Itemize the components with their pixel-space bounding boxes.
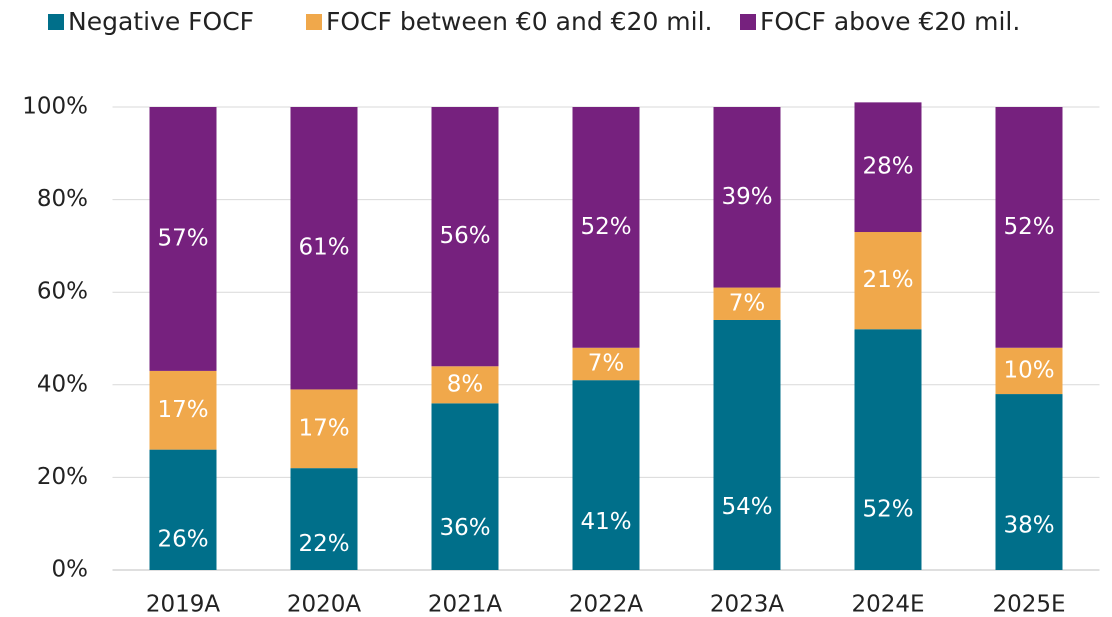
bar-segment xyxy=(854,102,922,233)
data-label: 7% xyxy=(588,350,625,376)
data-label: 7% xyxy=(729,290,766,316)
x-tick-label: 2020A xyxy=(287,592,362,617)
bar-segment xyxy=(572,107,640,348)
x-tick-label: 2019A xyxy=(146,592,221,617)
bar-segment xyxy=(995,107,1063,348)
data-label: 10% xyxy=(1003,357,1054,383)
bar-segment xyxy=(431,107,499,367)
bar-segment xyxy=(572,380,640,570)
data-label: 41% xyxy=(580,509,631,535)
bar-segment xyxy=(572,347,640,381)
y-tick-label: 20% xyxy=(37,464,88,490)
bar-segment xyxy=(149,107,217,371)
data-label: 21% xyxy=(862,267,913,293)
bar-segment xyxy=(149,449,217,570)
data-label: 38% xyxy=(1003,513,1054,539)
bar-segment xyxy=(431,403,499,570)
data-label: 56% xyxy=(439,223,490,249)
y-tick-label: 80% xyxy=(37,186,88,212)
bar-segment xyxy=(995,394,1063,570)
legend-swatch xyxy=(48,14,64,30)
data-label: 54% xyxy=(721,494,772,520)
bar-segment xyxy=(149,370,217,450)
bar-segment xyxy=(713,319,781,570)
bar-segment xyxy=(290,389,358,469)
data-label: 39% xyxy=(721,184,772,210)
y-tick-label: 100% xyxy=(22,94,88,120)
data-label: 52% xyxy=(862,496,913,522)
bar-segment xyxy=(713,107,781,288)
legend-label: FOCF above €20 mil. xyxy=(760,7,1020,36)
bar-segment xyxy=(995,347,1063,395)
data-label: 22% xyxy=(298,531,349,557)
bar-segment xyxy=(431,366,499,404)
x-tick-label: 2024E xyxy=(851,592,924,617)
y-tick-label: 40% xyxy=(37,371,88,397)
bar-segment xyxy=(290,107,358,390)
data-label: 17% xyxy=(157,397,208,423)
legend-swatch xyxy=(740,14,756,30)
data-label: 57% xyxy=(157,225,208,251)
data-label: 28% xyxy=(862,154,913,180)
x-tick-label: 2025E xyxy=(992,592,1065,617)
y-tick-label: 0% xyxy=(52,557,89,583)
bar-segment xyxy=(290,468,358,570)
data-label: 17% xyxy=(298,415,349,441)
legend-label: FOCF between €0 and €20 mil. xyxy=(326,7,713,36)
data-label: 52% xyxy=(580,214,631,240)
x-tick-label: 2023A xyxy=(710,592,785,617)
data-label: 61% xyxy=(298,235,349,261)
x-tick-label: 2021A xyxy=(428,592,503,617)
bar-segment xyxy=(854,329,922,570)
legend-swatch xyxy=(306,14,322,30)
bar-segment xyxy=(854,232,922,330)
y-tick-label: 60% xyxy=(37,279,88,305)
legend-label: Negative FOCF xyxy=(68,7,254,36)
data-label: 52% xyxy=(1003,214,1054,240)
data-label: 8% xyxy=(447,371,484,397)
x-tick-label: 2022A xyxy=(569,592,644,617)
bar-segment xyxy=(713,287,781,320)
data-label: 36% xyxy=(439,515,490,541)
data-label: 26% xyxy=(157,526,208,552)
